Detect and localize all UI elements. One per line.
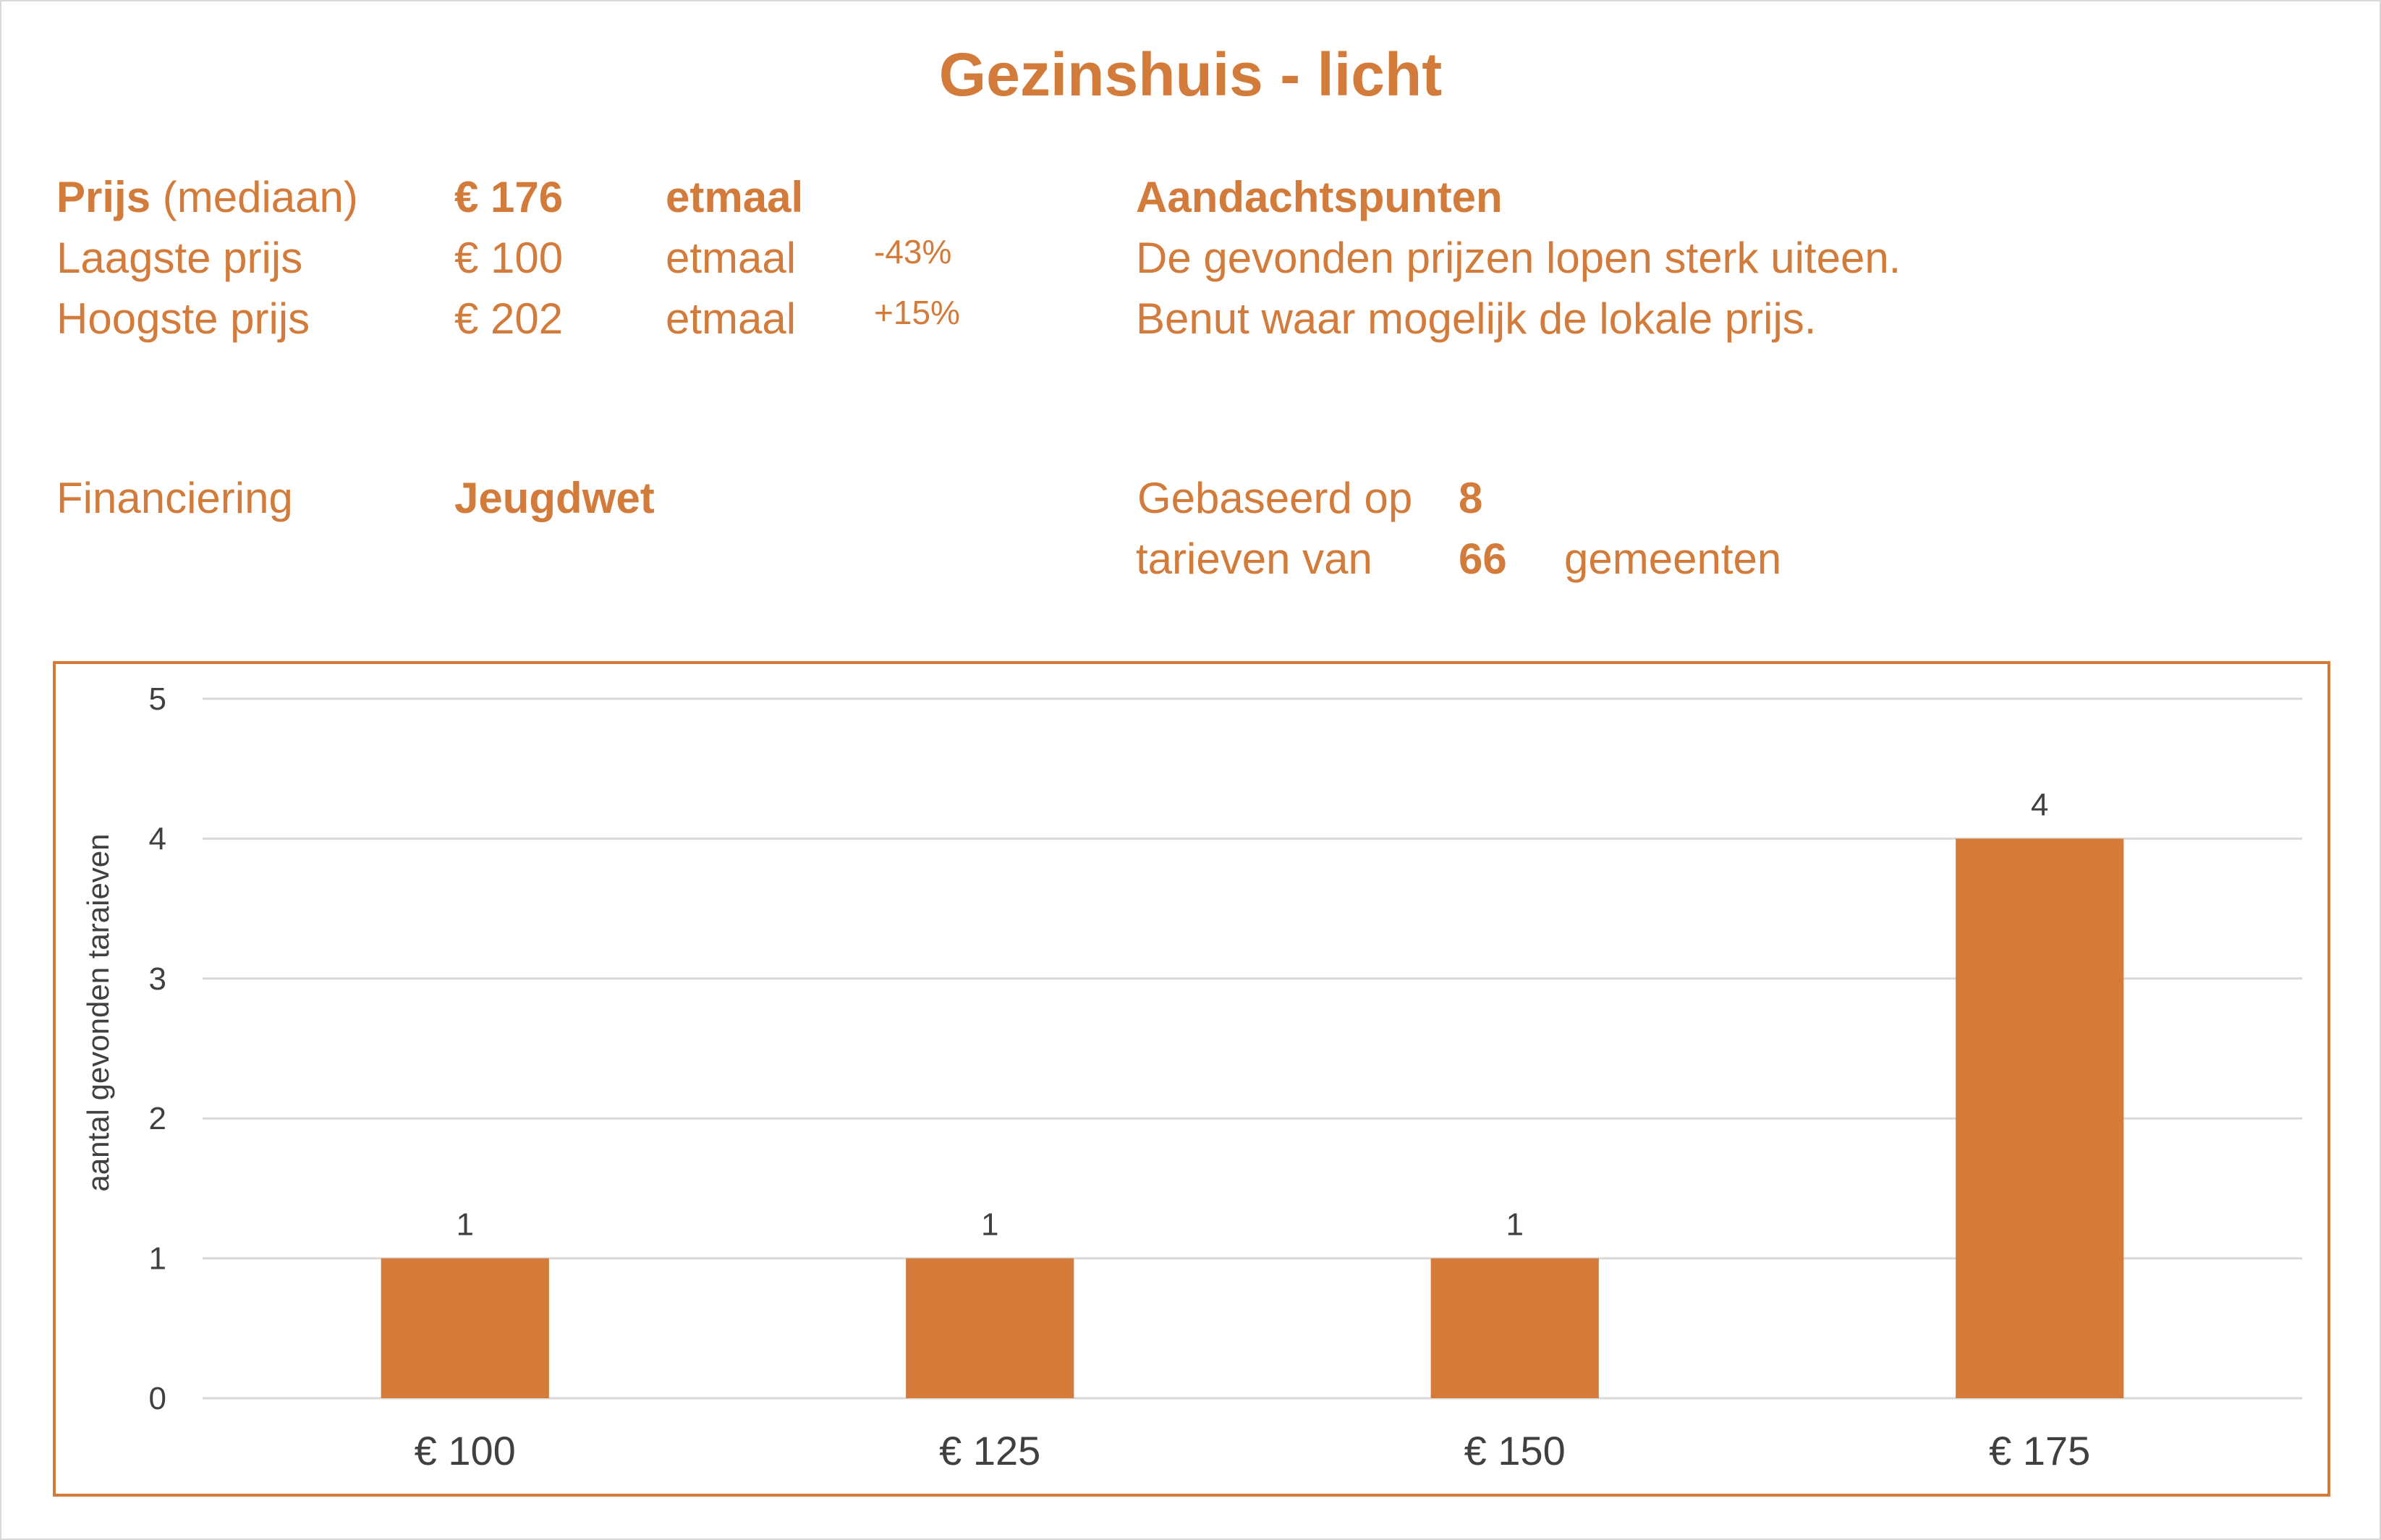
x-tick-label: € 100 [415,1428,516,1473]
lowest-unit: etmaal [666,234,797,282]
median-price: € 176 [454,173,564,221]
page-title: Gezinshuis - licht [938,41,1443,109]
median-label-rest: (mediaan) [162,173,358,221]
chart-frame [53,661,2330,1497]
financing-value: Jeugdwet [454,474,655,522]
y-tick-label: 3 [149,961,166,997]
lowest-label: Laagste prijs [56,234,303,282]
data-label: 1 [1506,1207,1524,1243]
lowest-delta: -43% [874,233,952,271]
y-tick-label: 4 [149,821,166,856]
highest-label: Hoogste prijs [56,294,310,343]
bar-3 [1430,1258,1599,1398]
notes-line-1: De gevonden prijzen lopen sterk uiteen. [1136,234,1901,282]
notes-heading: Aandachtspunten [1136,173,1503,221]
data-label: 4 [2031,787,2048,822]
y-tick-label: 0 [149,1381,166,1416]
y-tick-label: 2 [149,1101,166,1136]
lowest-price: € 100 [454,234,564,282]
basis-line2-text: tarieven van [1136,535,1372,583]
bar-4 [1956,838,2124,1398]
data-label: 1 [457,1207,474,1243]
basis-line1-text: Gebaseerd op [1137,474,1413,522]
y-tick-label: 5 [149,681,166,717]
financing-label: Financiering [56,474,293,522]
data-label: 1 [981,1207,998,1243]
median-label: Prijs (mediaan) [56,176,358,219]
highest-price: € 202 [454,294,564,343]
highest-unit: etmaal [666,294,797,343]
bar-1 [381,1258,549,1398]
notes-line-2: Benut waar mogelijk de lokale prijs. [1136,294,1817,343]
basis-line2-value: 66 [1459,535,1507,583]
basis-line1-value: 8 [1459,474,1483,522]
median-unit: etmaal [666,173,804,221]
y-axis-title: aantal gevonden taraieven [81,833,115,1191]
highest-delta: +15% [874,294,960,331]
x-tick-label: € 175 [1989,1428,2090,1473]
y-tick-label: 1 [149,1241,166,1277]
x-tick-label: € 125 [939,1428,1040,1473]
x-tick-label: € 150 [1464,1428,1566,1473]
bar-2 [906,1258,1074,1398]
basis-line2-suffix: gemeenten [1564,535,1782,583]
median-label-bold: Prijs [56,173,151,221]
